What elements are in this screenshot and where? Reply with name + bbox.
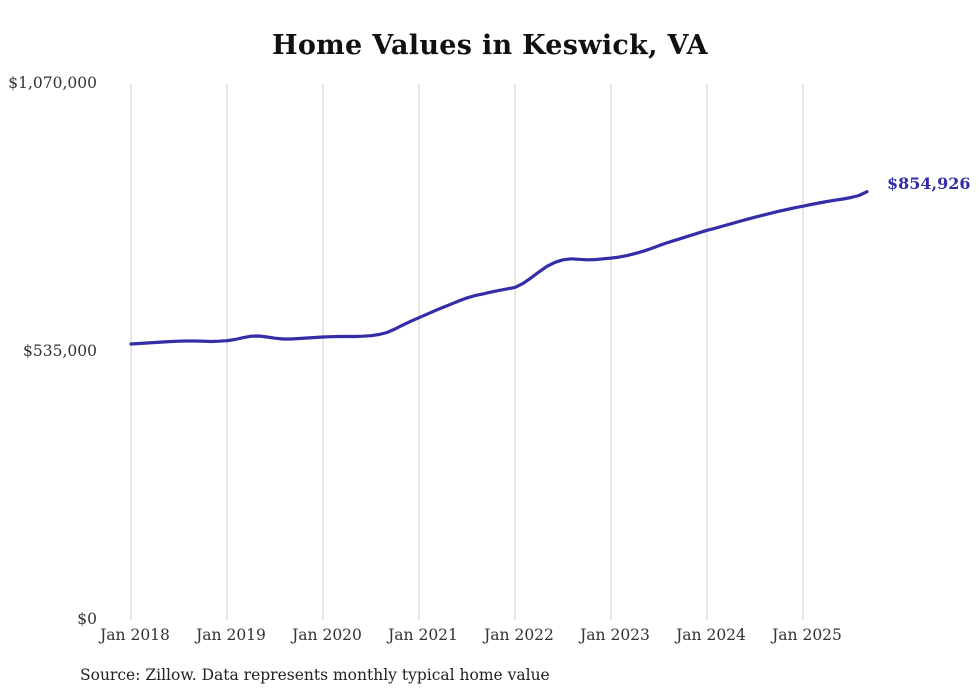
source-note: Source: Zillow. Data represents monthly … [80,666,550,684]
x-axis-tick-label: Jan 2019 [194,626,266,644]
x-axis-tick-label: Jan 2025 [770,626,842,644]
end-value-label: $854,926 [887,174,971,193]
y-axis-tick-label: $0 [77,610,97,628]
x-axis-tick-label: Jan 2024 [674,626,746,644]
home-value-line-series [129,190,869,346]
x-axis-tick-label: Jan 2020 [290,626,362,644]
y-axis-tick-label: $1,070,000 [8,74,97,92]
x-axis-tick-label: Jan 2023 [578,626,650,644]
x-axis-tick-label: Jan 2021 [386,626,458,644]
x-axis-tick-label: Jan 2022 [482,626,554,644]
y-axis-tick-label: $535,000 [23,342,97,360]
chart-title: Home Values in Keswick, VA [272,30,708,61]
x-axis-tick-label: Jan 2018 [98,626,170,644]
